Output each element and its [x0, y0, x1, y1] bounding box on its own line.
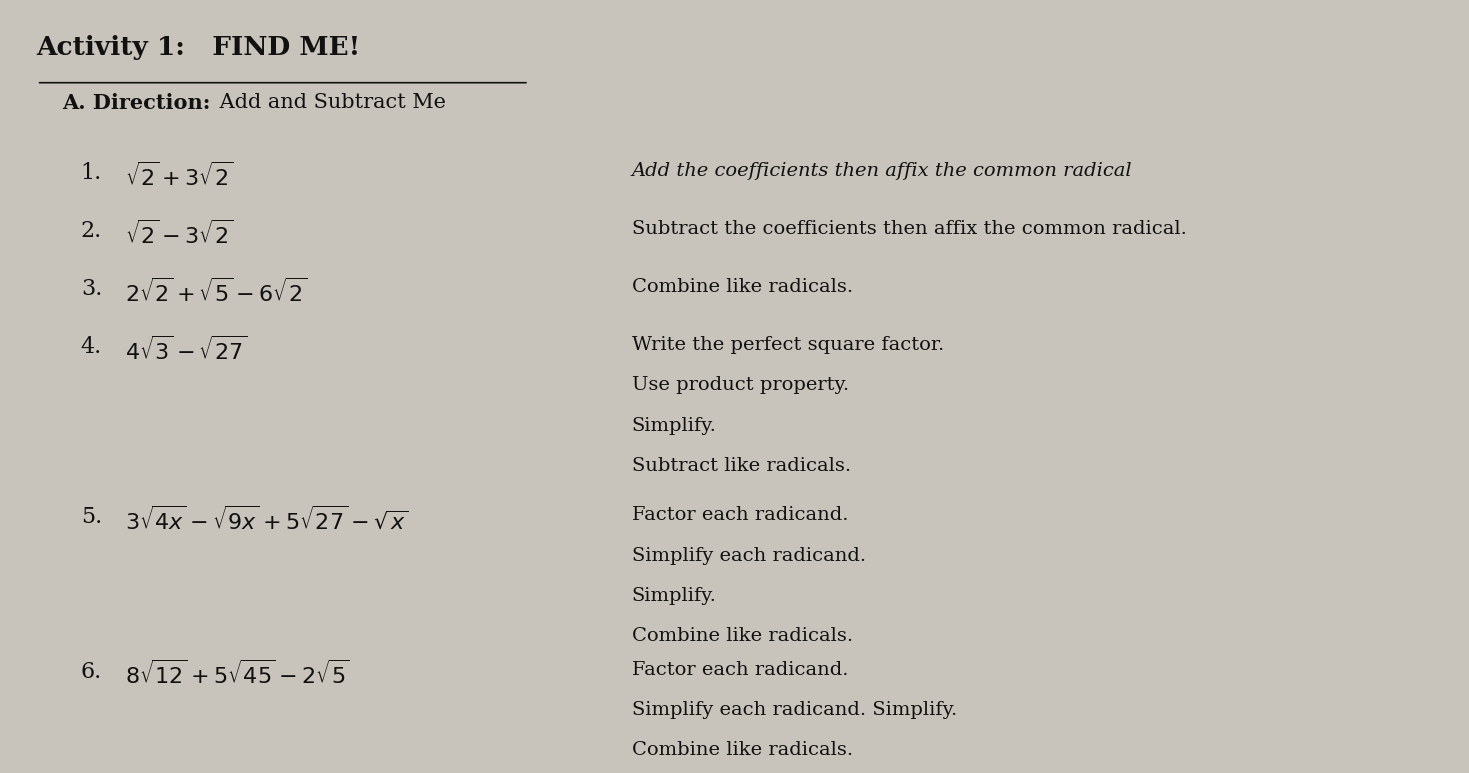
Text: Simplify each radicand.: Simplify each radicand. — [632, 547, 865, 564]
Text: Simplify.: Simplify. — [632, 587, 717, 604]
Text: Factor each radicand.: Factor each radicand. — [632, 506, 848, 524]
Text: Combine like radicals.: Combine like radicals. — [632, 741, 853, 759]
Text: 2.: 2. — [81, 220, 101, 242]
Text: Add the coefficients then affix the common radical: Add the coefficients then affix the comm… — [632, 162, 1133, 180]
Text: 5.: 5. — [81, 506, 101, 528]
Text: Write the perfect square factor.: Write the perfect square factor. — [632, 336, 945, 354]
Text: $2\sqrt{2} + \sqrt{5} - 6\sqrt{2}$: $2\sqrt{2} + \sqrt{5} - 6\sqrt{2}$ — [125, 278, 307, 307]
Text: Subtract the coefficients then affix the common radical.: Subtract the coefficients then affix the… — [632, 220, 1187, 238]
Text: A. Direction:: A. Direction: — [62, 93, 210, 113]
Text: $8\sqrt{12} + 5\sqrt{45} - 2\sqrt{5}$: $8\sqrt{12} + 5\sqrt{45} - 2\sqrt{5}$ — [125, 661, 350, 690]
Text: $\sqrt{2} + 3\sqrt{2}$: $\sqrt{2} + 3\sqrt{2}$ — [125, 162, 234, 191]
Text: Simplify each radicand. Simplify.: Simplify each radicand. Simplify. — [632, 701, 956, 719]
Text: Use product property.: Use product property. — [632, 376, 849, 394]
Text: Add and Subtract Me: Add and Subtract Me — [213, 93, 447, 112]
Text: $4\sqrt{3} - \sqrt{27}$: $4\sqrt{3} - \sqrt{27}$ — [125, 336, 248, 365]
Text: 1.: 1. — [81, 162, 101, 184]
Text: 6.: 6. — [81, 661, 101, 683]
Text: Combine like radicals.: Combine like radicals. — [632, 278, 853, 296]
Text: Activity 1:   FIND ME!: Activity 1: FIND ME! — [37, 35, 361, 60]
Text: 4.: 4. — [81, 336, 101, 358]
Text: Combine like radicals.: Combine like radicals. — [632, 627, 853, 645]
Text: Subtract like radicals.: Subtract like radicals. — [632, 457, 851, 475]
Text: Factor each radicand.: Factor each radicand. — [632, 661, 848, 679]
Text: 3.: 3. — [81, 278, 103, 300]
Text: $\sqrt{2} - 3\sqrt{2}$: $\sqrt{2} - 3\sqrt{2}$ — [125, 220, 234, 249]
Text: $3\sqrt{4x} - \sqrt{9x} + 5\sqrt{27} - \sqrt{x}$: $3\sqrt{4x} - \sqrt{9x} + 5\sqrt{27} - \… — [125, 506, 408, 534]
Text: Simplify.: Simplify. — [632, 417, 717, 434]
